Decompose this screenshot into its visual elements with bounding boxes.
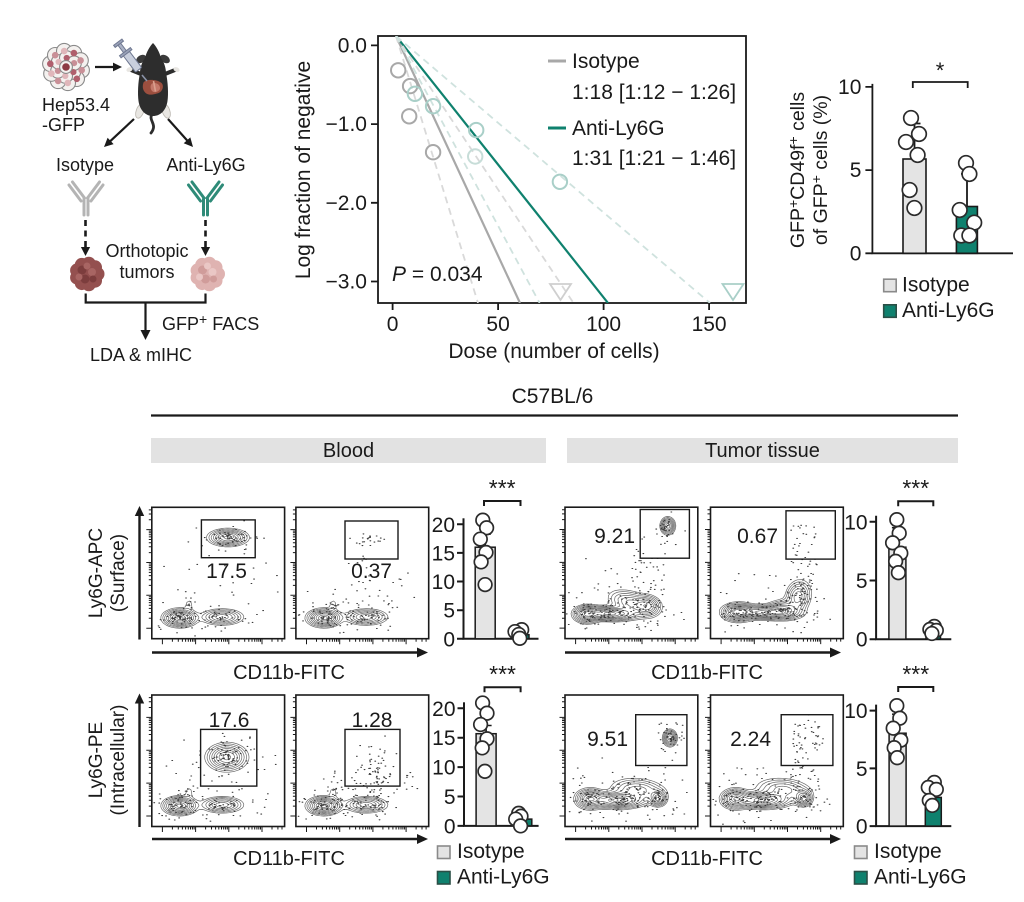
svg-text:5: 5 bbox=[444, 786, 456, 809]
svg-text:0: 0 bbox=[856, 629, 868, 652]
svg-text:5: 5 bbox=[850, 159, 862, 182]
svg-text:10: 10 bbox=[844, 511, 867, 534]
svg-text:0: 0 bbox=[856, 816, 868, 839]
svg-text:0.37: 0.37 bbox=[351, 560, 392, 583]
svg-text:Anti-Ly6G: Anti-Ly6G bbox=[902, 299, 995, 322]
svg-text:LDA & mIHC: LDA & mIHC bbox=[90, 345, 192, 365]
svg-text:Anti-Ly6G: Anti-Ly6G bbox=[457, 866, 550, 889]
svg-text:***: *** bbox=[902, 475, 929, 501]
svg-text:GFP+ FACS: GFP+ FACS bbox=[162, 311, 259, 334]
svg-text:CD11b-FITC: CD11b-FITC bbox=[233, 662, 345, 684]
svg-text:9.51: 9.51 bbox=[587, 728, 628, 751]
svg-text:***: *** bbox=[902, 661, 929, 687]
svg-text:2.24: 2.24 bbox=[730, 728, 771, 751]
svg-text:Anti-Ly6G: Anti-Ly6G bbox=[874, 866, 967, 889]
svg-text:Hep53.4: Hep53.4 bbox=[42, 95, 110, 115]
svg-text:-GFP: -GFP bbox=[42, 115, 85, 135]
svg-text:10: 10 bbox=[838, 76, 861, 99]
svg-text:Isotype: Isotype bbox=[902, 274, 970, 297]
svg-text:5: 5 bbox=[856, 570, 868, 593]
svg-text:Dose (number of cells): Dose (number of cells) bbox=[448, 340, 659, 363]
svg-text:(Surface): (Surface) bbox=[108, 534, 129, 612]
svg-text:5: 5 bbox=[856, 758, 868, 781]
svg-text:100: 100 bbox=[586, 313, 621, 336]
svg-text:10: 10 bbox=[432, 757, 455, 780]
svg-text:0: 0 bbox=[443, 628, 455, 651]
svg-text:Orthotopic: Orthotopic bbox=[105, 241, 188, 261]
svg-text:1:31 [1:21 − 1:46]: 1:31 [1:21 − 1:46] bbox=[572, 147, 736, 170]
svg-text:*: * bbox=[936, 58, 945, 83]
svg-text:15: 15 bbox=[432, 542, 455, 565]
svg-text:9.21: 9.21 bbox=[594, 525, 635, 548]
svg-text:10: 10 bbox=[844, 700, 867, 723]
svg-text:CD11b-FITC: CD11b-FITC bbox=[651, 848, 763, 870]
svg-text:(Intracellular): (Intracellular) bbox=[108, 705, 129, 816]
svg-text:Blood: Blood bbox=[323, 440, 374, 462]
svg-text:P = 0.034: P = 0.034 bbox=[392, 263, 483, 286]
svg-text:1:18 [1:12 − 1:26]: 1:18 [1:12 − 1:26] bbox=[572, 81, 736, 104]
svg-text:0: 0 bbox=[444, 815, 456, 838]
svg-text:CD11b-FITC: CD11b-FITC bbox=[651, 662, 763, 684]
svg-text:50: 50 bbox=[486, 313, 509, 336]
svg-text:Ly6G-PE: Ly6G-PE bbox=[86, 722, 107, 798]
svg-text:5: 5 bbox=[443, 600, 455, 623]
svg-text:of GFP+ cells (%): of GFP+ cells (%) bbox=[808, 95, 832, 245]
svg-text:−2.0: −2.0 bbox=[326, 192, 367, 215]
svg-text:Isotype: Isotype bbox=[457, 840, 525, 863]
svg-text:CD11b-FITC: CD11b-FITC bbox=[233, 848, 345, 870]
svg-text:0.0: 0.0 bbox=[338, 34, 367, 57]
svg-text:1.28: 1.28 bbox=[352, 709, 393, 732]
svg-text:C57BL/6: C57BL/6 bbox=[512, 385, 594, 408]
svg-text:Isotype: Isotype bbox=[572, 50, 640, 73]
svg-text:Isotype: Isotype bbox=[56, 155, 114, 175]
svg-text:−3.0: −3.0 bbox=[326, 271, 367, 294]
svg-text:10: 10 bbox=[432, 571, 455, 594]
svg-text:Anti-Ly6G: Anti-Ly6G bbox=[166, 155, 245, 175]
svg-text:−1.0: −1.0 bbox=[326, 113, 367, 136]
svg-text:***: *** bbox=[489, 661, 516, 687]
svg-text:***: *** bbox=[489, 475, 516, 501]
svg-text:Ly6G-APC: Ly6G-APC bbox=[86, 528, 107, 618]
svg-text:GFP+CD49f+ cells: GFP+CD49f+ cells bbox=[785, 92, 809, 248]
svg-text:Anti-Ly6G: Anti-Ly6G bbox=[572, 117, 665, 140]
svg-text:0: 0 bbox=[850, 242, 862, 265]
svg-text:Log fraction of negative: Log fraction of negative bbox=[292, 61, 315, 279]
svg-text:17.5: 17.5 bbox=[206, 560, 247, 583]
svg-text:20: 20 bbox=[432, 514, 455, 537]
svg-text:17.6: 17.6 bbox=[209, 709, 250, 732]
svg-text:150: 150 bbox=[692, 313, 727, 336]
svg-text:20: 20 bbox=[432, 698, 455, 721]
svg-text:tumors: tumors bbox=[119, 262, 174, 282]
svg-text:0.67: 0.67 bbox=[737, 525, 778, 548]
svg-text:0: 0 bbox=[387, 313, 399, 336]
svg-text:Isotype: Isotype bbox=[874, 840, 942, 863]
svg-text:Tumor tissue: Tumor tissue bbox=[705, 440, 820, 462]
svg-text:15: 15 bbox=[432, 727, 455, 750]
